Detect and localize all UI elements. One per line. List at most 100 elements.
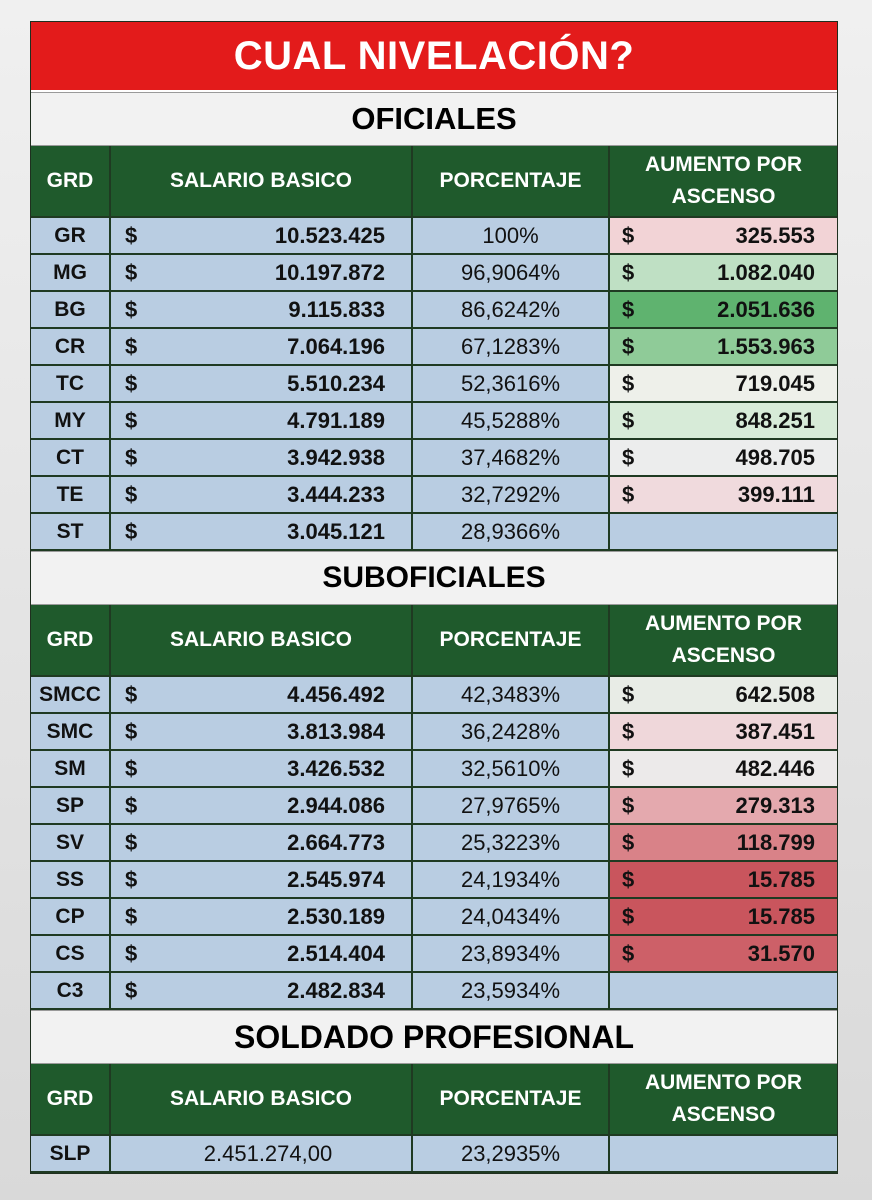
salario-value: 7.064.196 [287,333,385,359]
aumento-currency-symbol: $ [622,718,635,744]
cell-grd: SS [31,862,111,899]
cell-porcentaje: 27,9765% [413,788,610,825]
cell-aumento: $ 31.570 [610,936,837,973]
cell-grd: GR [31,218,111,255]
cell-porcentaje: 52,3616% [413,366,610,403]
cell-salario: $ 4.456.492 [111,677,413,714]
salario-value: 3.813.984 [287,718,385,744]
aumento-currency-symbol: $ [622,259,635,285]
cell-grd: CT [31,440,111,477]
cell-aumento: $ 399.111 [610,477,837,514]
aumento-value: 387.451 [735,718,815,744]
aumento-value: 498.705 [735,444,815,470]
salario-value: 3.942.938 [287,444,385,470]
cell-aumento: $ 719.045 [610,366,837,403]
header-grd: GRD [31,605,111,677]
salario-value: 2.482.834 [287,977,385,1003]
cell-grd: CS [31,936,111,973]
salario-currency-symbol: $ [125,296,138,322]
salario-value: 2.530.189 [287,903,385,929]
cell-aumento: $ 1.082.040 [610,255,837,292]
cell-salario: $ 7.064.196 [111,329,413,366]
header-aumento-line2: ASCENSO [671,185,776,208]
cell-salario: $ 3.426.532 [111,751,413,788]
aumento-value: 399.111 [737,481,815,507]
header-porcentaje: PORCENTAJE [413,1064,610,1136]
salario-value: 4.791.189 [287,407,385,433]
salario-currency-symbol: $ [125,333,138,359]
cell-porcentaje: 100% [413,218,610,255]
aumento-value: 719.045 [735,370,815,396]
salario-value: 3.426.532 [287,755,385,781]
aumento-value: 15.785 [747,903,815,929]
cell-aumento: $ 848.251 [610,403,837,440]
header-aumento: AUMENTO POR ASCENSO [610,605,837,677]
header-aumento-line1: AUMENTO POR [644,153,803,176]
cell-porcentaje: 23,2935% [413,1136,610,1173]
cell-aumento [610,514,837,551]
salario-currency-symbol: $ [125,718,138,744]
table-row: CS $ 2.514.404 23,8934% $ 31.570 [31,936,837,973]
table-section: OFICIALES GRD SALARIO BASICO PORCENTAJE … [31,92,837,551]
aumento-currency-symbol: $ [622,903,635,929]
cell-salario: $ 2.944.086 [111,788,413,825]
salario-value: 3.444.233 [287,481,385,507]
salario-value: 3.045.121 [287,518,385,544]
section-title: SOLDADO PROFESIONAL [31,1010,837,1064]
cell-salario: $ 9.115.833 [111,292,413,329]
salario-currency-symbol: $ [125,977,138,1003]
cell-porcentaje: 23,8934% [413,936,610,973]
cell-salario: $ 3.942.938 [111,440,413,477]
salary-table: CUAL NIVELACIÓN? OFICIALES GRD SALARIO B… [30,21,838,1174]
aumento-value: 325.553 [735,222,815,248]
cell-porcentaje: 96,9064% [413,255,610,292]
cell-porcentaje: 36,2428% [413,714,610,751]
salario-value: 2.451.274,00 [203,1140,333,1166]
header-grd: GRD [31,1064,111,1136]
table-row: SMCC $ 4.456.492 42,3483% $ 642.508 [31,677,837,714]
cell-aumento: $ 325.553 [610,218,837,255]
salario-currency-symbol: $ [125,940,138,966]
aumento-currency-symbol: $ [622,755,635,781]
salario-value: 2.664.773 [287,829,385,855]
cell-grd: CR [31,329,111,366]
salario-currency-symbol: $ [125,518,138,544]
cell-grd: SLP [31,1136,111,1173]
cell-grd: SP [31,788,111,825]
salario-currency-symbol: $ [125,407,138,433]
salario-currency-symbol: $ [125,792,138,818]
salario-currency-symbol: $ [125,866,138,892]
table-row: MG $ 10.197.872 96,9064% $ 1.082.040 [31,255,837,292]
salario-currency-symbol: $ [125,444,138,470]
aumento-currency-symbol: $ [622,333,635,359]
salario-value: 10.523.425 [274,222,385,248]
table-row: TC $ 5.510.234 52,3616% $ 719.045 [31,366,837,403]
cell-porcentaje: 86,6242% [413,292,610,329]
cell-porcentaje: 37,4682% [413,440,610,477]
header-aumento: AUMENTO POR ASCENSO [610,1064,837,1136]
table-row: CP $ 2.530.189 24,0434% $ 15.785 [31,899,837,936]
cell-grd: SM [31,751,111,788]
aumento-currency-symbol: $ [622,866,635,892]
salario-value: 2.514.404 [287,940,385,966]
cell-porcentaje: 24,1934% [413,862,610,899]
salario-value: 10.197.872 [274,259,385,285]
table-row: BG $ 9.115.833 86,6242% $ 2.051.636 [31,292,837,329]
aumento-currency-symbol: $ [622,370,635,396]
table-section: SUBOFICIALES GRD SALARIO BASICO PORCENTA… [31,551,837,1010]
header-porcentaje: PORCENTAJE [413,146,610,218]
cell-grd: MY [31,403,111,440]
aumento-currency-symbol: $ [622,444,635,470]
table-row: SLP 2.451.274,00 23,2935% [31,1136,837,1173]
aumento-currency-symbol: $ [622,829,635,855]
cell-salario: $ 10.523.425 [111,218,413,255]
cell-salario: $ 2.514.404 [111,936,413,973]
page-title: CUAL NIVELACIÓN? [31,22,837,92]
salario-currency-symbol: $ [125,903,138,929]
salario-currency-symbol: $ [125,259,138,285]
salario-value: 9.115.833 [288,296,385,322]
cell-grd: ST [31,514,111,551]
cell-salario: $ 3.813.984 [111,714,413,751]
table-row: SS $ 2.545.974 24,1934% $ 15.785 [31,862,837,899]
cell-porcentaje: 42,3483% [413,677,610,714]
